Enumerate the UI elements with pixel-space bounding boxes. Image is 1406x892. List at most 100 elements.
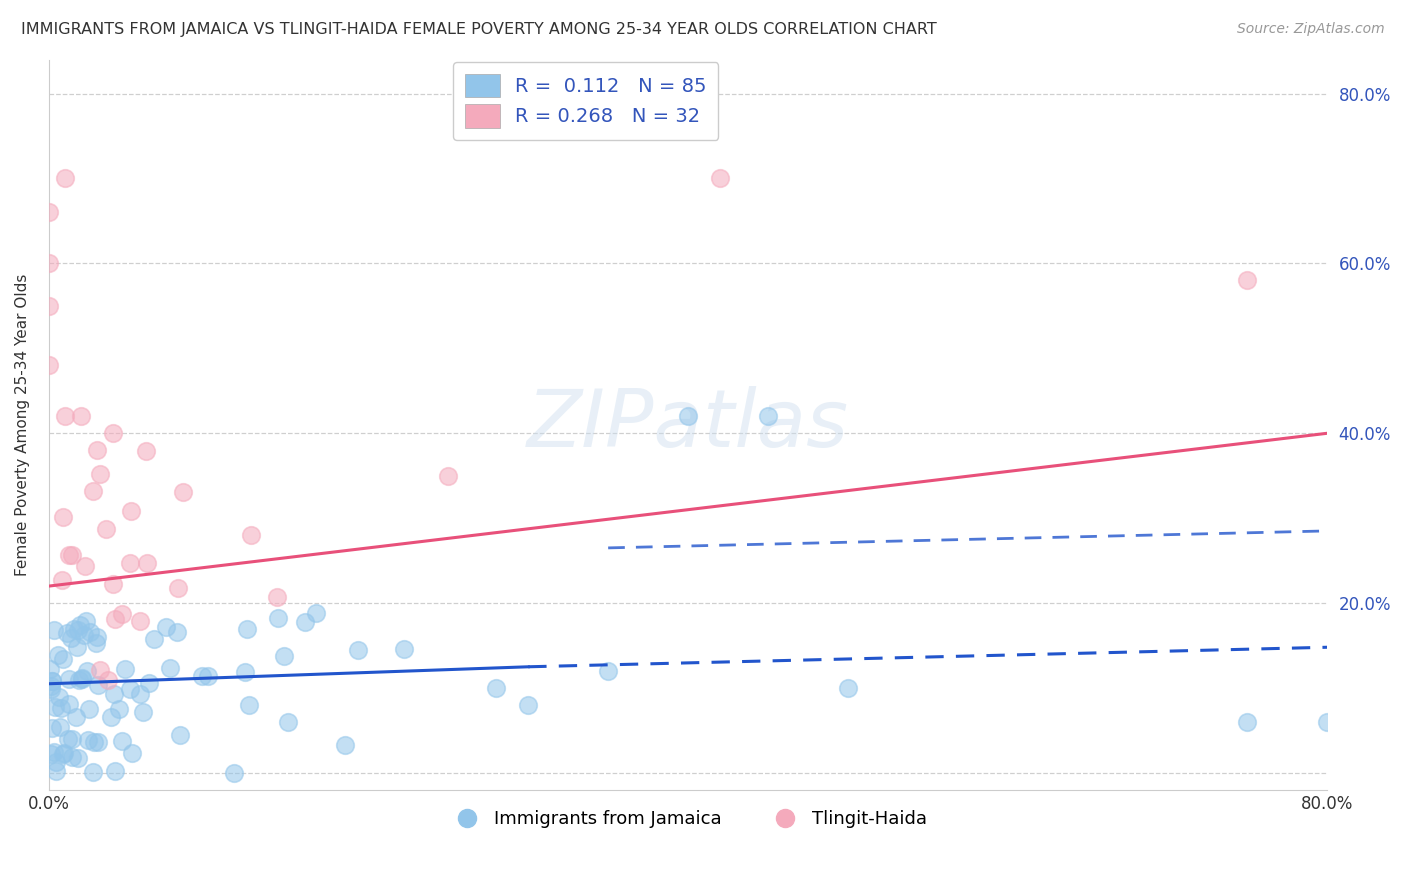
- Point: [82, 484, 104, 499]
- Point: [45, 755, 67, 769]
- Point: [128, 614, 150, 628]
- Point: [1316, 714, 1339, 729]
- Point: [60, 749, 83, 764]
- Point: [52, 509, 75, 524]
- Point: [51, 573, 73, 587]
- Point: [104, 612, 127, 626]
- Point: [335, 738, 357, 752]
- Point: [66, 640, 89, 654]
- Point: [190, 669, 212, 683]
- Point: [70, 671, 93, 685]
- Point: [53, 409, 76, 424]
- Point: [135, 443, 157, 458]
- Point: [89, 467, 111, 481]
- Text: Source: ZipAtlas.com: Source: ZipAtlas.com: [1237, 22, 1385, 37]
- Point: [89, 663, 111, 677]
- Point: [142, 632, 165, 646]
- Point: [63, 622, 86, 636]
- Point: [305, 607, 328, 621]
- Point: [38, 359, 60, 373]
- Point: [224, 765, 246, 780]
- Point: [87, 735, 110, 749]
- Point: [236, 623, 259, 637]
- Point: [103, 687, 125, 701]
- Point: [97, 673, 120, 687]
- Point: [155, 620, 177, 634]
- Point: [60, 732, 83, 747]
- Point: [70, 672, 93, 686]
- Point: [129, 687, 152, 701]
- Point: [42, 745, 65, 759]
- Text: IMMIGRANTS FROM JAMAICA VS TLINGIT-HAIDA FEMALE POVERTY AMONG 25-34 YEAR OLDS CO: IMMIGRANTS FROM JAMAICA VS TLINGIT-HAIDA…: [21, 22, 936, 37]
- Point: [52, 747, 75, 761]
- Point: [114, 662, 136, 676]
- Point: [87, 678, 110, 692]
- Text: ZIPatlas: ZIPatlas: [527, 385, 849, 464]
- Point: [56, 625, 79, 640]
- Point: [44, 699, 66, 714]
- Point: [58, 732, 80, 747]
- Point: [118, 557, 141, 571]
- Point: [38, 256, 60, 270]
- Point: [100, 710, 122, 724]
- Point: [66, 624, 89, 638]
- Point: [48, 690, 70, 704]
- Point: [39, 661, 62, 675]
- Point: [837, 681, 859, 695]
- Y-axis label: Female Poverty Among 25-34 Year Olds: Female Poverty Among 25-34 Year Olds: [15, 274, 30, 576]
- Point: [67, 751, 90, 765]
- Point: [517, 698, 540, 712]
- Point: [437, 468, 460, 483]
- Point: [69, 409, 91, 424]
- Point: [39, 682, 62, 697]
- Point: [51, 701, 73, 715]
- Point: [76, 664, 98, 678]
- Point: [69, 617, 91, 632]
- Point: [266, 590, 288, 604]
- Point: [169, 728, 191, 742]
- Point: [485, 681, 508, 695]
- Point: [103, 764, 125, 778]
- Point: [96, 522, 118, 536]
- Point: [75, 614, 97, 628]
- Point: [41, 674, 63, 689]
- Point: [45, 764, 67, 778]
- Point: [676, 409, 699, 424]
- Point: [709, 171, 731, 186]
- Point: [121, 746, 143, 760]
- Point: [273, 649, 295, 664]
- Point: [84, 636, 107, 650]
- Point: [82, 764, 104, 779]
- Point: [756, 409, 779, 424]
- Point: [166, 625, 188, 640]
- Point: [101, 426, 124, 441]
- Point: [132, 705, 155, 719]
- Point: [101, 577, 124, 591]
- Point: [60, 632, 83, 646]
- Point: [58, 697, 80, 711]
- Point: [83, 735, 105, 749]
- Point: [277, 715, 299, 730]
- Point: [346, 643, 368, 657]
- Point: [197, 668, 219, 682]
- Point: [39, 747, 62, 762]
- Point: [172, 485, 194, 500]
- Point: [1236, 273, 1258, 287]
- Point: [266, 611, 288, 625]
- Point: [138, 675, 160, 690]
- Point: [392, 641, 415, 656]
- Point: [65, 710, 87, 724]
- Point: [86, 443, 108, 458]
- Point: [60, 548, 83, 562]
- Point: [107, 701, 129, 715]
- Point: [75, 558, 97, 573]
- Point: [111, 607, 134, 622]
- Point: [52, 652, 75, 666]
- Point: [49, 719, 72, 733]
- Point: [111, 734, 134, 748]
- Point: [77, 733, 100, 747]
- Point: [235, 665, 257, 680]
- Point: [238, 698, 260, 712]
- Point: [58, 673, 80, 687]
- Point: [1236, 714, 1258, 729]
